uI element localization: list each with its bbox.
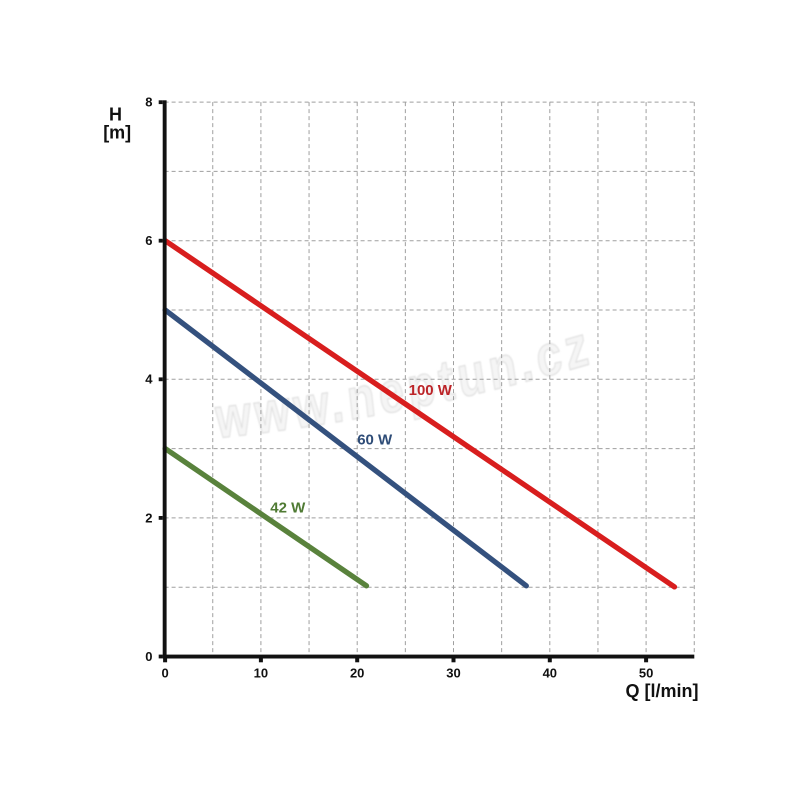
svg-text:0: 0 xyxy=(145,649,152,664)
svg-text:60 W: 60 W xyxy=(357,432,393,449)
svg-text:[m]: [m] xyxy=(103,123,131,143)
svg-text:6: 6 xyxy=(145,233,152,248)
svg-text:Q [l/min]: Q [l/min] xyxy=(626,681,699,701)
svg-text:40: 40 xyxy=(543,666,557,681)
svg-text:0: 0 xyxy=(161,666,168,681)
svg-text:20: 20 xyxy=(350,666,364,681)
svg-text:50: 50 xyxy=(639,666,653,681)
svg-text:2: 2 xyxy=(145,510,152,525)
svg-text:10: 10 xyxy=(254,666,268,681)
svg-text:H: H xyxy=(109,105,122,125)
svg-text:100 W: 100 W xyxy=(409,382,453,399)
svg-text:www.neptun.cz: www.neptun.cz xyxy=(213,313,597,452)
svg-text:4: 4 xyxy=(145,372,153,387)
svg-text:42 W: 42 W xyxy=(270,499,306,516)
svg-text:8: 8 xyxy=(145,95,152,110)
svg-text:30: 30 xyxy=(446,666,460,681)
